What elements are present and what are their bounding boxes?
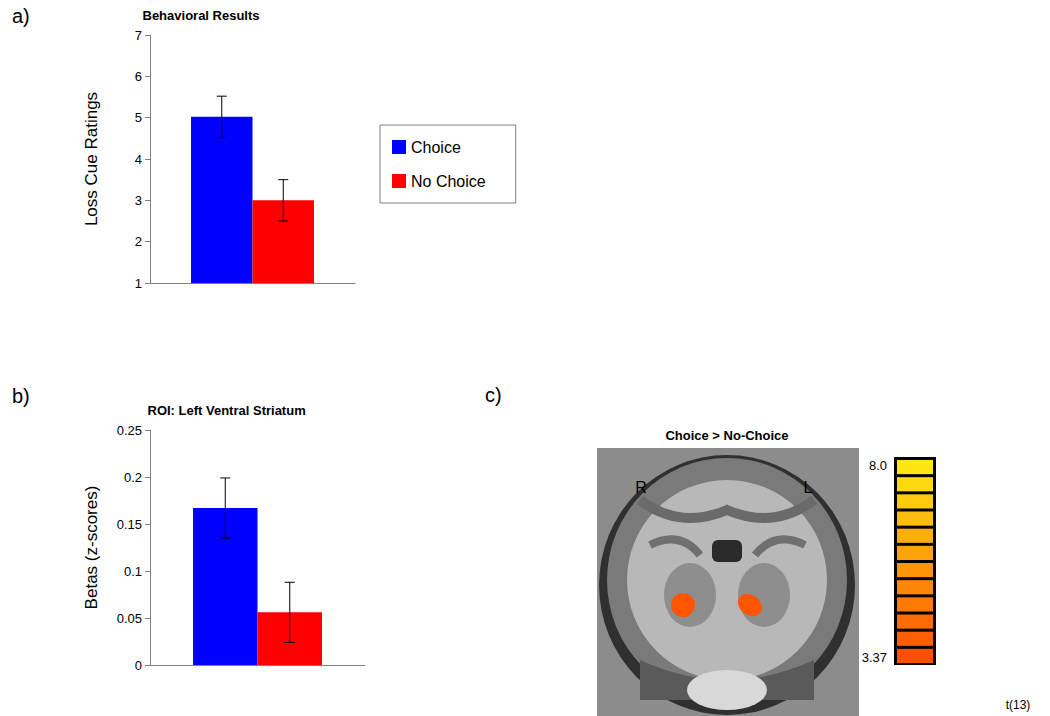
svg-text:R: R <box>635 479 647 496</box>
svg-text:t(13): t(13) <box>1006 698 1031 712</box>
svg-text:3: 3 <box>135 193 142 208</box>
svg-text:5: 5 <box>135 110 142 125</box>
svg-text:0.1: 0.1 <box>124 564 142 579</box>
svg-text:L: L <box>804 479 813 496</box>
svg-text:Choice: Choice <box>411 139 461 156</box>
svg-text:8.0: 8.0 <box>869 458 887 473</box>
svg-text:b): b) <box>12 385 30 407</box>
svg-text:1: 1 <box>135 276 142 291</box>
svg-text:0.05: 0.05 <box>117 611 142 626</box>
svg-text:0: 0 <box>135 658 142 673</box>
svg-text:a): a) <box>12 5 30 27</box>
svg-text:Choice > No-Choice: Choice > No-Choice <box>665 428 788 443</box>
svg-text:0.25: 0.25 <box>117 423 142 438</box>
svg-text:4: 4 <box>135 152 142 167</box>
svg-text:0.15: 0.15 <box>117 517 142 532</box>
svg-text:7: 7 <box>135 28 142 43</box>
svg-text:Behavioral Results: Behavioral Results <box>143 8 260 23</box>
svg-text:2: 2 <box>135 234 142 249</box>
svg-text:0.2: 0.2 <box>124 470 142 485</box>
svg-text:Betas (z-scores): Betas (z-scores) <box>82 486 101 610</box>
svg-text:c): c) <box>485 384 502 406</box>
svg-text:Loss Cue Ratings: Loss Cue Ratings <box>82 92 101 226</box>
svg-text:3.37: 3.37 <box>862 650 887 665</box>
svg-text:No Choice: No Choice <box>411 173 486 190</box>
svg-text:ROI: Left Ventral Striatum: ROI: Left Ventral Striatum <box>148 403 306 418</box>
svg-text:6: 6 <box>135 69 142 84</box>
